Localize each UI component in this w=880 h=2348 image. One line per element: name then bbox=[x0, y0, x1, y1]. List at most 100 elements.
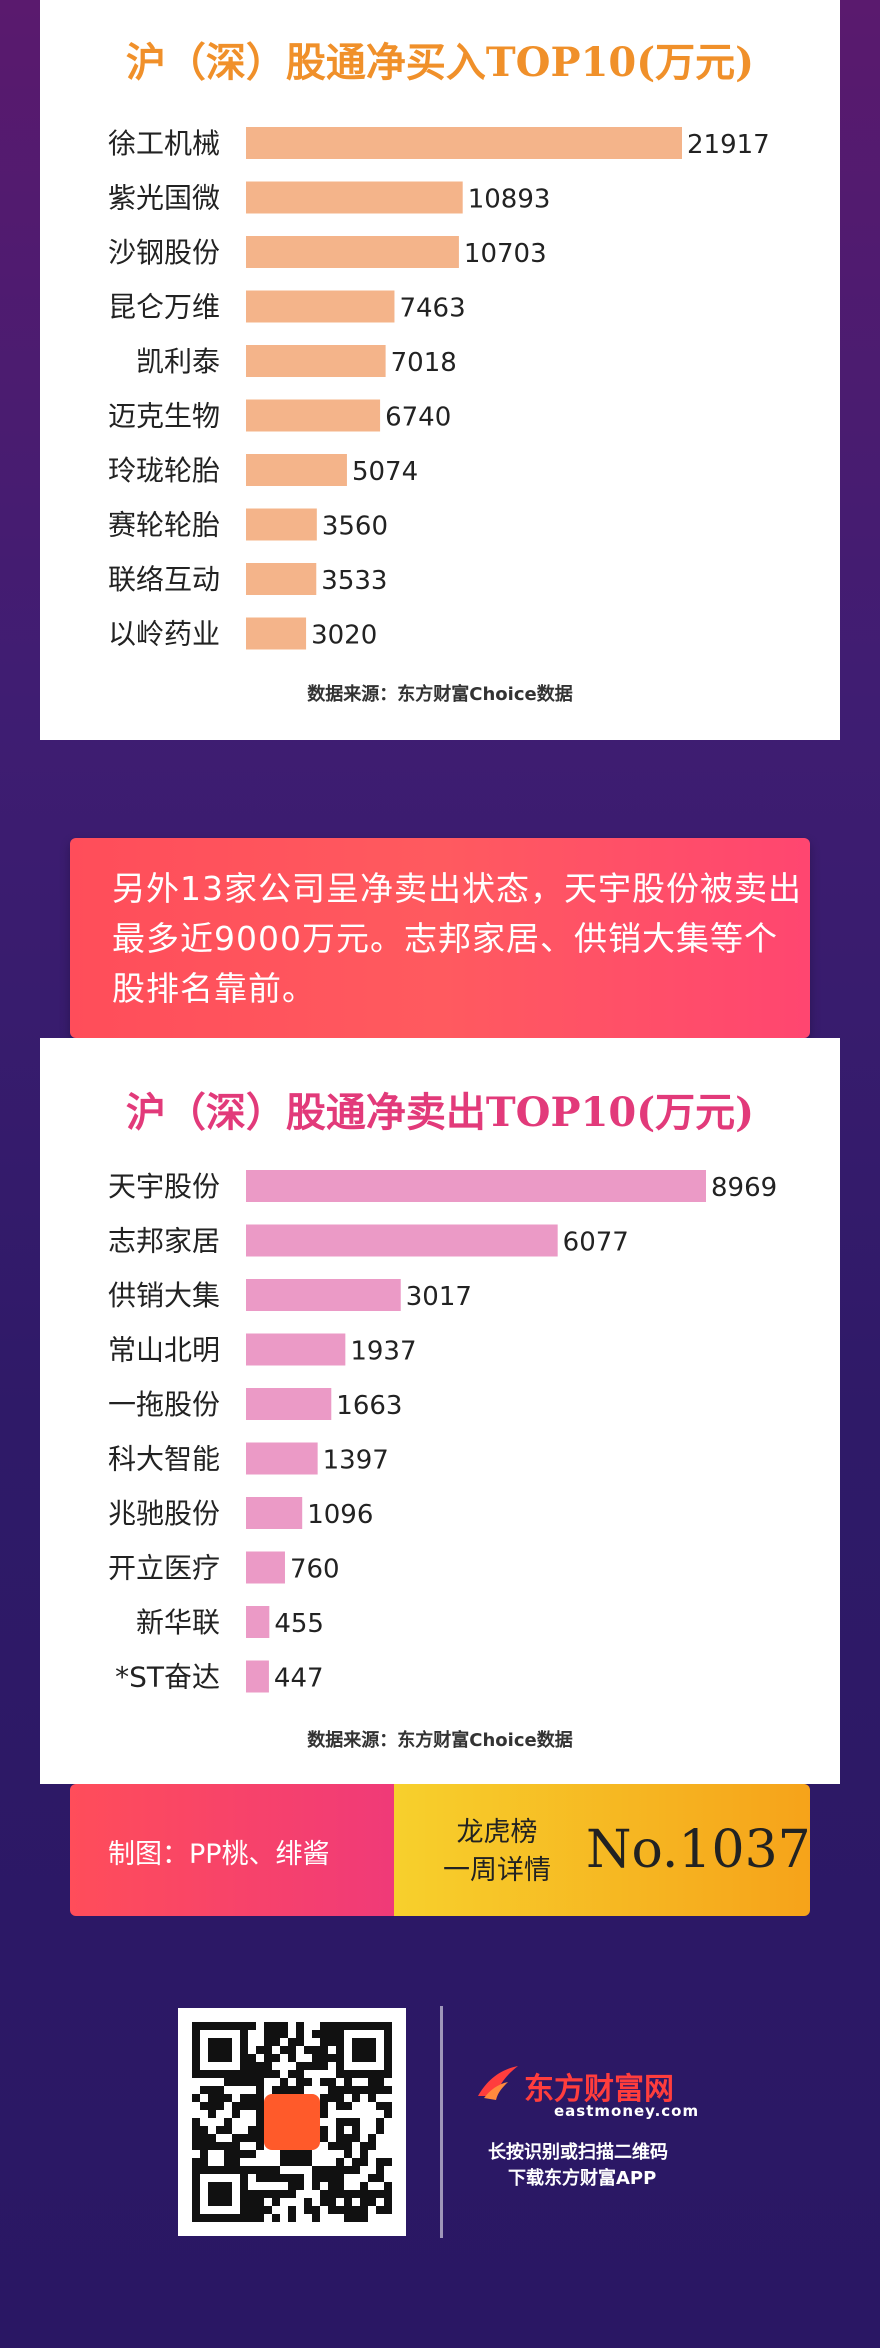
qr-module bbox=[280, 2174, 288, 2182]
qr-module bbox=[248, 2134, 256, 2142]
buy-bar bbox=[246, 345, 386, 377]
qr-module bbox=[320, 2046, 328, 2054]
qr-module bbox=[328, 2142, 336, 2150]
buy-value-label: 7463 bbox=[399, 294, 465, 324]
qr-module bbox=[272, 2054, 280, 2062]
qr-module bbox=[320, 2022, 328, 2030]
qr-module bbox=[320, 2134, 328, 2142]
qr-module bbox=[328, 2054, 336, 2062]
qr-module bbox=[336, 2094, 344, 2102]
qr-module bbox=[376, 2118, 384, 2126]
qr-code-pattern bbox=[192, 2022, 392, 2222]
qr-module bbox=[272, 2086, 280, 2094]
qr-module bbox=[240, 2094, 248, 2102]
qr-module bbox=[296, 2086, 304, 2094]
sell-bar bbox=[246, 1279, 401, 1311]
qr-module bbox=[280, 2022, 288, 2030]
qr-module bbox=[296, 2158, 304, 2166]
qr-module bbox=[256, 2166, 264, 2174]
qr-module bbox=[200, 2126, 208, 2134]
qr-module bbox=[256, 2102, 264, 2110]
qr-module bbox=[232, 2158, 240, 2166]
sell-bar bbox=[246, 1660, 269, 1693]
buy-category-label: 徐工机械 bbox=[108, 127, 220, 160]
qr-module bbox=[320, 2190, 328, 2198]
qr-module bbox=[336, 2126, 344, 2134]
sell-value-label: 1096 bbox=[307, 1500, 373, 1530]
qr-code[interactable] bbox=[178, 2008, 406, 2236]
qr-module bbox=[224, 2118, 232, 2126]
qr-module bbox=[312, 2166, 320, 2174]
qr-module bbox=[280, 2078, 288, 2086]
qr-module bbox=[288, 2206, 296, 2214]
buy-chart: 徐工机械 21917 紫光国微 10893 沙钢股份 10703 昆仑万维 7463 凯利泰 70… bbox=[108, 127, 770, 651]
qr-module bbox=[384, 2158, 392, 2166]
sell-category-label: 常山北明 bbox=[108, 1334, 220, 1367]
qr-module bbox=[200, 2150, 208, 2158]
qr-module bbox=[304, 2062, 312, 2070]
qr-module bbox=[248, 2094, 256, 2102]
qr-module bbox=[264, 2174, 272, 2182]
qr-module bbox=[376, 2102, 384, 2110]
qr-module bbox=[288, 2174, 296, 2182]
qr-module bbox=[272, 2166, 280, 2174]
sell-value-label: 8969 bbox=[711, 1173, 777, 1203]
qr-module bbox=[288, 2190, 296, 2198]
qr-module bbox=[224, 2150, 232, 2158]
qr-module bbox=[376, 2206, 384, 2214]
qr-module bbox=[344, 2086, 352, 2094]
qr-module bbox=[192, 2134, 200, 2142]
credit-text: 制图：PP桃、绯酱 bbox=[108, 1839, 330, 1870]
qr-module bbox=[256, 2078, 264, 2086]
qr-module bbox=[200, 2158, 208, 2166]
qr-module bbox=[240, 2078, 248, 2086]
brand-name: 东方财富网 bbox=[524, 2072, 674, 2107]
qr-module bbox=[208, 2102, 216, 2110]
qr-module bbox=[216, 2086, 224, 2094]
qr-module bbox=[272, 2022, 280, 2030]
brand-instruction-line1: 长按识别或扫描二维码 bbox=[488, 2142, 668, 2163]
qr-module bbox=[360, 2182, 368, 2190]
qr-module bbox=[320, 2198, 328, 2206]
qr-module bbox=[312, 2046, 320, 2054]
qr-module bbox=[288, 2070, 296, 2078]
sell-bar bbox=[246, 1606, 270, 1638]
qr-module bbox=[320, 2078, 328, 2086]
qr-module bbox=[272, 2214, 280, 2222]
qr-module bbox=[376, 2126, 384, 2134]
qr-module bbox=[216, 2102, 224, 2110]
qr-module bbox=[288, 2054, 296, 2062]
qr-module bbox=[328, 2094, 336, 2102]
qr-module bbox=[320, 2102, 328, 2110]
qr-module bbox=[312, 2054, 320, 2062]
qr-module bbox=[192, 2094, 200, 2102]
buy-value-label: 7018 bbox=[391, 348, 457, 378]
buy-value-label: 6740 bbox=[385, 403, 451, 433]
qr-module bbox=[336, 2190, 344, 2198]
qr-module bbox=[216, 2142, 224, 2150]
qr-finder bbox=[208, 2038, 232, 2062]
sell-chart-title: 沪（深）股通净卖出TOP10(万元) bbox=[125, 1089, 755, 1136]
qr-module bbox=[296, 2062, 304, 2070]
qr-module bbox=[224, 2094, 232, 2102]
qr-module bbox=[192, 2118, 200, 2126]
qr-module bbox=[320, 2126, 328, 2134]
qr-module bbox=[352, 2094, 360, 2102]
qr-module bbox=[288, 2214, 296, 2222]
qr-module bbox=[264, 2022, 272, 2030]
qr-module bbox=[336, 2142, 344, 2150]
qr-module bbox=[336, 2158, 344, 2166]
qr-module bbox=[288, 2150, 296, 2158]
qr-module bbox=[328, 2206, 336, 2214]
qr-module bbox=[296, 2150, 304, 2158]
buy-category-label: 迈克生物 bbox=[108, 400, 220, 433]
qr-module bbox=[368, 2142, 376, 2150]
qr-module bbox=[232, 2110, 240, 2118]
buy-value-label: 10703 bbox=[464, 239, 547, 269]
qr-module bbox=[208, 2094, 216, 2102]
qr-module bbox=[352, 2214, 360, 2222]
series-label: 龙虎榜 一周详情 bbox=[432, 1814, 562, 1890]
qr-module bbox=[200, 2086, 208, 2094]
qr-module bbox=[328, 2086, 336, 2094]
qr-module bbox=[256, 2110, 264, 2118]
